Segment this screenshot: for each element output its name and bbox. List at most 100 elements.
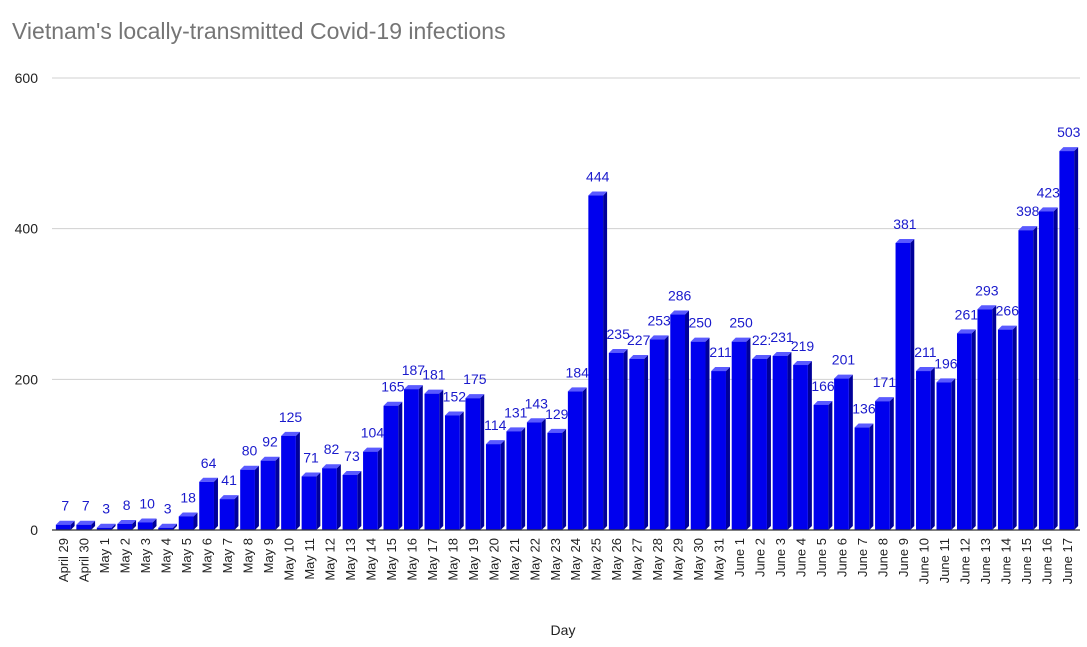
bar-side bbox=[193, 512, 198, 530]
data-label: 73 bbox=[344, 448, 360, 464]
x-tick-label: May 29 bbox=[671, 538, 686, 581]
bar-side bbox=[1074, 147, 1079, 530]
x-tick-label: May 5 bbox=[179, 538, 194, 573]
bar-side bbox=[910, 238, 915, 531]
data-label: 131 bbox=[504, 404, 528, 420]
bar bbox=[322, 468, 337, 530]
bar-top bbox=[137, 518, 157, 523]
bar bbox=[1018, 230, 1034, 530]
bar-side bbox=[644, 354, 649, 530]
data-label: 444 bbox=[586, 169, 610, 185]
bar-side bbox=[951, 378, 956, 530]
x-tick-label: May 25 bbox=[589, 538, 604, 581]
data-label: 10 bbox=[139, 495, 155, 511]
bar bbox=[772, 355, 788, 530]
data-label: 261 bbox=[955, 306, 979, 322]
data-label: 104 bbox=[361, 425, 385, 441]
bar-side bbox=[992, 305, 997, 530]
bar-top bbox=[711, 367, 730, 372]
bar bbox=[875, 401, 890, 530]
data-label: 165 bbox=[381, 379, 405, 395]
x-tick-label: May 27 bbox=[630, 538, 645, 581]
bar-top bbox=[158, 523, 178, 528]
x-tick-label: June 10 bbox=[916, 538, 931, 584]
bar bbox=[608, 352, 624, 530]
bar-side bbox=[418, 385, 423, 530]
data-label: 171 bbox=[873, 374, 897, 390]
bar-side bbox=[746, 337, 751, 530]
x-tick-label: May 22 bbox=[527, 538, 542, 581]
bar bbox=[711, 371, 726, 530]
bar bbox=[956, 333, 972, 530]
data-label: 253 bbox=[647, 312, 671, 328]
bar-top bbox=[485, 440, 505, 445]
bar-side bbox=[500, 440, 505, 530]
bar-top bbox=[383, 401, 403, 406]
x-tick-label: June 11 bbox=[937, 538, 952, 583]
bar bbox=[178, 516, 194, 530]
x-tick-label: June 5 bbox=[814, 538, 829, 577]
bar bbox=[260, 460, 276, 530]
bar bbox=[649, 339, 665, 530]
x-tick-label: May 17 bbox=[425, 538, 440, 581]
bar-top bbox=[793, 361, 812, 366]
x-tick-label: June 6 bbox=[834, 538, 849, 577]
bar-side bbox=[132, 519, 137, 530]
x-tick-label: May 2 bbox=[118, 538, 133, 573]
bar bbox=[117, 523, 133, 530]
bar-side bbox=[705, 337, 710, 530]
data-label: 7 bbox=[61, 498, 69, 514]
bar-top bbox=[854, 423, 874, 428]
bar-top bbox=[629, 354, 649, 359]
bar-side bbox=[869, 423, 874, 530]
bar bbox=[506, 431, 522, 530]
bar bbox=[55, 524, 71, 530]
data-label: 211 bbox=[709, 344, 732, 360]
x-tick-label: June 9 bbox=[896, 538, 911, 577]
data-label: 250 bbox=[688, 315, 712, 331]
bar bbox=[731, 341, 747, 530]
x-tick-label: April 30 bbox=[77, 538, 92, 582]
bar-top bbox=[444, 411, 464, 416]
data-label: 503 bbox=[1057, 124, 1081, 140]
x-tick-label: May 1 bbox=[97, 538, 112, 573]
data-label: 82 bbox=[324, 441, 340, 457]
bar-side bbox=[521, 427, 526, 530]
data-label: 184 bbox=[566, 364, 590, 380]
x-tick-label: May 9 bbox=[261, 538, 276, 573]
bar bbox=[158, 527, 174, 530]
data-label: 175 bbox=[463, 371, 487, 387]
data-label: 71 bbox=[303, 450, 319, 466]
bar-top bbox=[936, 378, 956, 383]
bar-side bbox=[664, 335, 669, 530]
x-tick-label: May 4 bbox=[159, 538, 174, 573]
bar bbox=[629, 358, 645, 530]
data-label: 80 bbox=[242, 443, 258, 459]
bar bbox=[383, 405, 399, 530]
bar-side bbox=[828, 400, 833, 530]
bar bbox=[997, 329, 1013, 530]
bar-side bbox=[562, 428, 567, 530]
bar-top bbox=[301, 472, 321, 477]
bar-top bbox=[547, 428, 567, 433]
bar bbox=[199, 481, 214, 530]
data-label: 114 bbox=[484, 417, 507, 433]
bar-side bbox=[766, 354, 771, 530]
bar bbox=[588, 195, 604, 530]
data-label: 423 bbox=[1037, 184, 1061, 200]
bar-top bbox=[997, 325, 1017, 330]
data-label: 196 bbox=[934, 355, 958, 371]
data-label: 166 bbox=[811, 378, 835, 394]
bar-side bbox=[1053, 207, 1058, 530]
bar-side bbox=[316, 472, 321, 530]
bar-side bbox=[213, 477, 218, 530]
data-label: 8 bbox=[123, 497, 131, 513]
data-label: 266 bbox=[996, 303, 1020, 319]
bar-side bbox=[623, 348, 628, 530]
bar-top bbox=[752, 354, 771, 359]
bar-top bbox=[178, 512, 198, 517]
bar-top bbox=[1038, 207, 1058, 212]
x-tick-label: May 13 bbox=[343, 538, 358, 581]
bar bbox=[363, 451, 378, 530]
x-tick-label: May 30 bbox=[691, 538, 706, 581]
